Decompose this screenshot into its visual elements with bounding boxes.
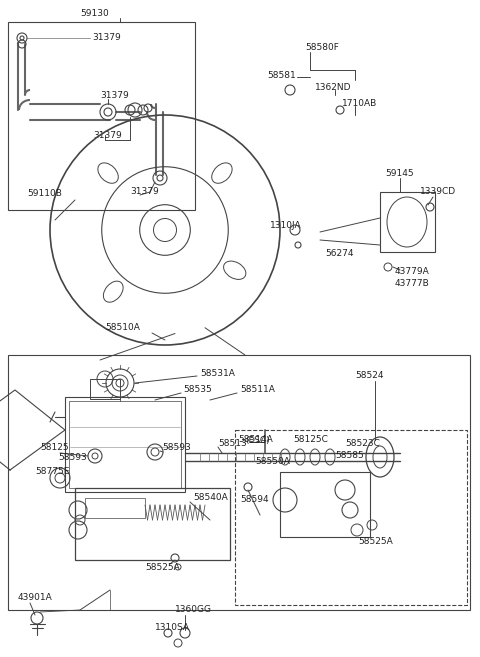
- Text: 59130: 59130: [81, 9, 109, 18]
- Text: 43779A: 43779A: [395, 267, 430, 277]
- Text: 59110B: 59110B: [27, 189, 62, 198]
- Text: 31379: 31379: [92, 34, 121, 43]
- Text: 58585: 58585: [335, 451, 364, 459]
- Bar: [235, 430, 467, 605]
- Text: 58550A: 58550A: [255, 457, 290, 466]
- Text: 58513: 58513: [218, 438, 247, 447]
- Bar: [65, 397, 185, 492]
- Text: 1360GG: 1360GG: [175, 606, 212, 614]
- Text: 56274: 56274: [325, 248, 353, 258]
- Text: 1310SA: 1310SA: [155, 622, 190, 631]
- Bar: [8, 22, 195, 210]
- Text: 58540A: 58540A: [193, 493, 228, 503]
- Text: 58535: 58535: [183, 386, 212, 394]
- Text: 58524: 58524: [355, 371, 384, 380]
- Text: 58593: 58593: [162, 443, 191, 453]
- Text: 43777B: 43777B: [395, 279, 430, 288]
- Text: 59145: 59145: [385, 168, 414, 177]
- Text: 43901A: 43901A: [18, 593, 53, 602]
- Bar: [380, 192, 435, 252]
- Text: 58531A: 58531A: [200, 369, 235, 378]
- Text: 58775E: 58775E: [35, 468, 70, 476]
- Text: 58125C: 58125C: [293, 436, 328, 445]
- Text: 58594: 58594: [240, 495, 269, 505]
- Bar: [69, 401, 181, 488]
- Bar: [85, 498, 145, 518]
- Text: 58511A: 58511A: [240, 386, 275, 394]
- Bar: [8, 355, 470, 610]
- Text: 1362ND: 1362ND: [315, 83, 351, 91]
- Text: 58580F: 58580F: [305, 43, 339, 51]
- Bar: [90, 379, 120, 399]
- Text: 1710AB: 1710AB: [342, 99, 377, 108]
- Text: 31379: 31379: [100, 91, 129, 99]
- Text: 1339CD: 1339CD: [420, 187, 456, 196]
- Text: 58523C: 58523C: [345, 438, 380, 447]
- Text: 58593: 58593: [58, 453, 87, 463]
- Text: 58525A: 58525A: [358, 537, 393, 547]
- Text: 31379: 31379: [93, 131, 122, 139]
- Text: 31379: 31379: [130, 187, 159, 196]
- Bar: [280, 472, 370, 537]
- Text: 1310JA: 1310JA: [270, 221, 301, 229]
- Text: 58514A: 58514A: [238, 436, 273, 445]
- Text: 58525A: 58525A: [145, 564, 180, 572]
- Bar: [75, 488, 230, 560]
- Text: 58510A: 58510A: [105, 323, 140, 332]
- Text: 58581: 58581: [267, 70, 296, 79]
- Text: (ESC): (ESC): [245, 436, 270, 445]
- Text: 58125: 58125: [40, 443, 69, 453]
